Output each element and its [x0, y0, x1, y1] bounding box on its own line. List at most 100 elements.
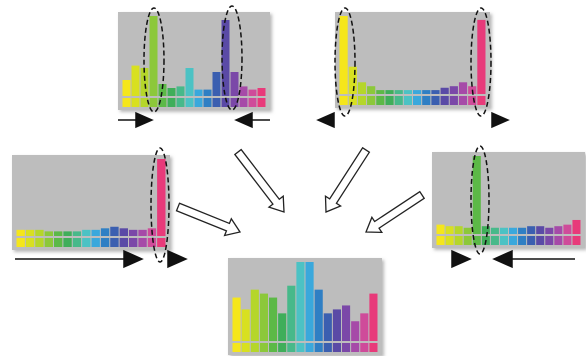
color-cell: [454, 236, 463, 245]
color-cell: [131, 98, 140, 107]
bar: [509, 227, 518, 234]
color-cell: [147, 238, 157, 247]
bar: [25, 229, 35, 236]
block-arrow: [175, 202, 242, 237]
bar: [351, 321, 360, 341]
arrow-head: [451, 249, 472, 269]
color-cell: [221, 98, 230, 107]
bar: [16, 229, 25, 236]
block-arrow: [324, 146, 371, 213]
bar: [454, 226, 463, 234]
color-cell: [100, 238, 110, 247]
color-cell: [119, 238, 128, 247]
color-cell: [259, 343, 268, 352]
color-cell: [499, 236, 508, 245]
arrow-head: [491, 111, 510, 129]
bar: [203, 89, 212, 96]
bar: [230, 72, 239, 96]
bar: [110, 226, 119, 236]
histogram-panel: [228, 258, 382, 355]
bar: [157, 159, 166, 236]
color-cell: [35, 238, 44, 247]
color-cell: [436, 236, 445, 245]
bar: [194, 89, 203, 96]
color-cell: [431, 96, 440, 105]
color-cell: [44, 238, 53, 247]
bar: [332, 309, 341, 341]
color-cell: [157, 238, 166, 247]
arrow-head: [167, 249, 188, 269]
color-cell: [248, 98, 257, 107]
color-cell: [422, 96, 431, 105]
color-cell: [212, 98, 221, 107]
color-cell: [468, 96, 477, 105]
bar: [138, 229, 147, 236]
panels: [12, 12, 585, 355]
color-cell: [518, 236, 527, 245]
block-arrow: [233, 148, 285, 213]
bar: [167, 88, 176, 96]
bar: [445, 226, 454, 234]
histogram-panel: [12, 155, 170, 250]
arrow-head: [123, 249, 144, 269]
bar: [323, 313, 332, 341]
color-cell: [369, 343, 378, 352]
bar: [176, 86, 185, 96]
color-cell: [554, 236, 563, 245]
bar: [248, 89, 257, 96]
bar: [463, 227, 472, 234]
color-cell: [278, 343, 287, 352]
bar: [545, 227, 554, 234]
highlight-ellipse: [150, 147, 170, 263]
bar: [241, 309, 250, 341]
color-cell: [360, 343, 369, 352]
color-cell: [129, 238, 138, 247]
bar: [472, 156, 481, 234]
color-cell: [348, 96, 357, 105]
color-cell: [527, 236, 536, 245]
bar: [477, 19, 486, 94]
color-cell: [250, 343, 259, 352]
color-cell: [16, 238, 25, 247]
bar: [129, 229, 138, 236]
bar: [72, 231, 82, 236]
bar: [458, 82, 468, 94]
color-cell: [536, 236, 545, 245]
color-cell: [472, 236, 481, 245]
bar: [296, 262, 305, 341]
bar: [278, 313, 287, 341]
bar: [357, 82, 367, 94]
color-cell: [339, 96, 348, 105]
highlight-ellipse: [470, 145, 490, 255]
color-cell: [269, 343, 278, 352]
bar: [431, 90, 440, 94]
bar: [250, 289, 259, 341]
histogram-panel: [118, 12, 270, 110]
bar: [527, 226, 536, 234]
bar: [314, 289, 323, 341]
bar: [490, 227, 499, 234]
bar: [239, 86, 248, 96]
color-cell: [351, 343, 360, 352]
color-cell: [203, 98, 212, 107]
color-cell: [305, 343, 314, 352]
color-cell: [563, 236, 572, 245]
bar: [348, 66, 357, 94]
color-cell: [403, 96, 412, 105]
color-cell: [110, 238, 119, 247]
highlight-ellipse: [334, 7, 356, 117]
bar: [342, 305, 351, 341]
bar: [413, 90, 422, 94]
bar: [367, 86, 376, 94]
bar: [287, 285, 296, 341]
color-cell: [158, 98, 167, 107]
histogram-panel: [335, 12, 490, 108]
color-cell: [332, 343, 341, 352]
bar: [44, 231, 53, 236]
histogram-panel: [432, 152, 585, 248]
color-cell: [545, 236, 554, 245]
color-cell: [357, 96, 367, 105]
bar: [449, 86, 458, 94]
bar: [376, 90, 385, 94]
color-cell: [54, 238, 63, 247]
